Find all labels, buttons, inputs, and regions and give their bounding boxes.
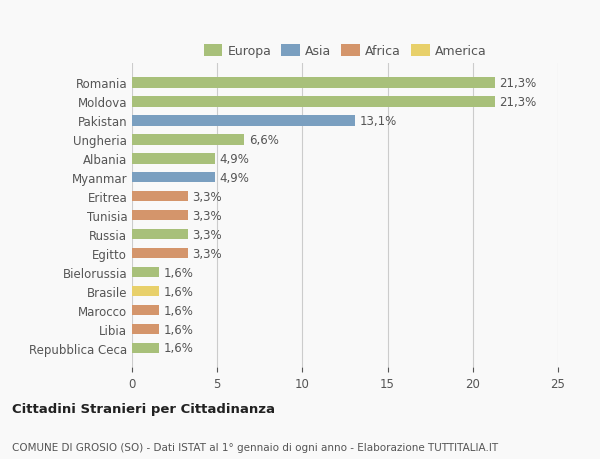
Bar [132,154,215,164]
Text: 1,6%: 1,6% [164,342,193,355]
Text: 4,9%: 4,9% [220,152,250,165]
Bar [132,116,355,126]
Text: 3,3%: 3,3% [193,228,222,241]
Bar [132,191,188,202]
Bar [132,135,244,145]
Text: 3,3%: 3,3% [193,209,222,222]
Bar [132,305,159,316]
Bar [132,97,495,107]
Text: 4,9%: 4,9% [220,171,250,185]
Text: 1,6%: 1,6% [164,266,193,279]
Bar [132,211,188,221]
Text: 1,6%: 1,6% [164,323,193,336]
Bar [132,230,188,240]
Text: 1,6%: 1,6% [164,304,193,317]
Text: Cittadini Stranieri per Cittadinanza: Cittadini Stranieri per Cittadinanza [12,403,275,415]
Text: 21,3%: 21,3% [499,77,536,90]
Text: 21,3%: 21,3% [499,95,536,109]
Text: 1,6%: 1,6% [164,285,193,298]
Bar [132,286,159,297]
Text: 13,1%: 13,1% [359,115,397,128]
Bar [132,248,188,259]
Text: 6,6%: 6,6% [249,134,278,146]
Text: 3,3%: 3,3% [193,247,222,260]
Bar [132,267,159,278]
Text: COMUNE DI GROSIO (SO) - Dati ISTAT al 1° gennaio di ogni anno - Elaborazione TUT: COMUNE DI GROSIO (SO) - Dati ISTAT al 1°… [12,442,498,452]
Bar [132,78,495,89]
Bar [132,343,159,353]
Legend: Europa, Asia, Africa, America: Europa, Asia, Africa, America [199,40,491,63]
Bar [132,173,215,183]
Bar [132,324,159,335]
Text: 3,3%: 3,3% [193,190,222,203]
